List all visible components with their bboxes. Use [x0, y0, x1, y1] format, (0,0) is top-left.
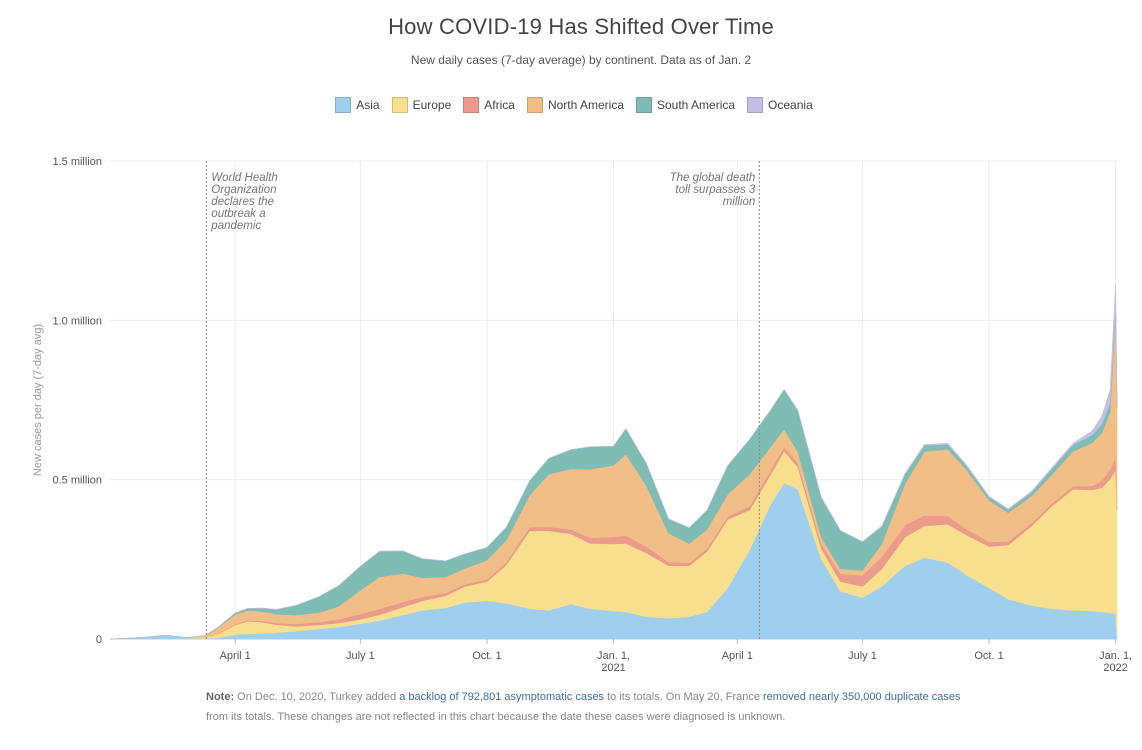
axis-layer: 0 0.5 million 1.0 million 1.5 million April …	[52, 156, 1132, 674]
annotation-text: declares the	[211, 196, 274, 208]
y-tick-label: 1.0 million	[52, 315, 102, 327]
x-tick-label: Oct. 1	[974, 650, 1003, 662]
legend-item-asia[interactable]: Asia	[335, 97, 380, 113]
x-tick-label: Oct. 1	[472, 650, 501, 662]
note-label: Note:	[206, 691, 235, 703]
note-text-1: On Dec. 10, 2020, Turkey added	[234, 691, 400, 703]
annotation-text: toll surpasses 3	[675, 184, 756, 196]
legend-item-north-america[interactable]: North America	[526, 97, 624, 113]
legend-swatch-south-america	[636, 97, 652, 113]
legend-item-south-america[interactable]: South America	[636, 97, 735, 113]
note-text-3: from its totals. These changes are not r…	[206, 711, 786, 723]
note-text-2: to its totals. On May 20, France	[604, 691, 764, 703]
annotation-text: million	[723, 196, 756, 208]
y-axis-label: New cases per day (7-day avg)	[32, 324, 44, 476]
area-series-oceania[interactable]	[109, 283, 1118, 640]
chart-note: Note: On Dec. 10, 2020, Turkey added a b…	[206, 687, 966, 727]
annotation-text: outbreak a	[211, 208, 265, 220]
x-tick-label: Jan. 1,	[1099, 650, 1132, 662]
legend-swatch-europe	[391, 97, 408, 113]
legend-label-north-america: North America	[547, 98, 624, 112]
x-tick-label: Jan. 1,	[597, 650, 630, 662]
area-layer	[109, 283, 1118, 640]
x-tick-label: July 1	[346, 650, 375, 662]
annotation-text: World Health	[211, 172, 277, 184]
y-tick-label: 1.5 million	[52, 156, 102, 168]
legend-swatch-asia	[335, 97, 352, 113]
note-link-france-duplicates[interactable]: removed nearly 350,000 duplicate cases	[763, 691, 961, 703]
x-tick-label: July 1	[848, 650, 877, 662]
stacked-area-chart: 0 0.5 million 1.0 million 1.5 million April …	[32, 156, 1132, 674]
annotation-text: pandemic	[210, 220, 261, 232]
y-tick-label: 0.5 million	[52, 475, 102, 487]
annotation-text: The global death	[670, 172, 756, 184]
legend-label-europe: Europe	[412, 98, 452, 112]
legend-item-europe[interactable]: Europe	[391, 97, 452, 113]
legend-swatch-north-america	[526, 97, 543, 113]
y-tick-label: 0	[96, 634, 102, 646]
legend-swatch-oceania	[747, 97, 764, 113]
legend-swatch-africa	[463, 97, 480, 113]
x-tick-label: April 1	[220, 650, 251, 662]
legend-label-south-america: South America	[657, 98, 736, 112]
legend-label-oceania: Oceania	[768, 98, 813, 112]
legend-label-asia: Asia	[356, 98, 380, 112]
legend: Asia Europe Africa North America South A…	[0, 97, 1142, 113]
legend-item-oceania[interactable]: Oceania	[747, 97, 813, 113]
note-link-turkey-backlog[interactable]: a backlog of 792,801 asymptomatic cases	[399, 691, 605, 703]
x-tick-label: April 1	[722, 650, 753, 662]
legend-item-africa[interactable]: Africa	[463, 97, 515, 113]
legend-label-africa: Africa	[484, 98, 515, 112]
x-tick-sublabel: 2021	[601, 662, 625, 674]
annotation-text: Organization	[211, 184, 276, 196]
chart-title: How COVID-19 Has Shifted Over Time	[388, 14, 774, 39]
chart-subtitle: New daily cases (7-day average) by conti…	[410, 53, 752, 67]
x-tick-sublabel: 2022	[1103, 662, 1127, 674]
